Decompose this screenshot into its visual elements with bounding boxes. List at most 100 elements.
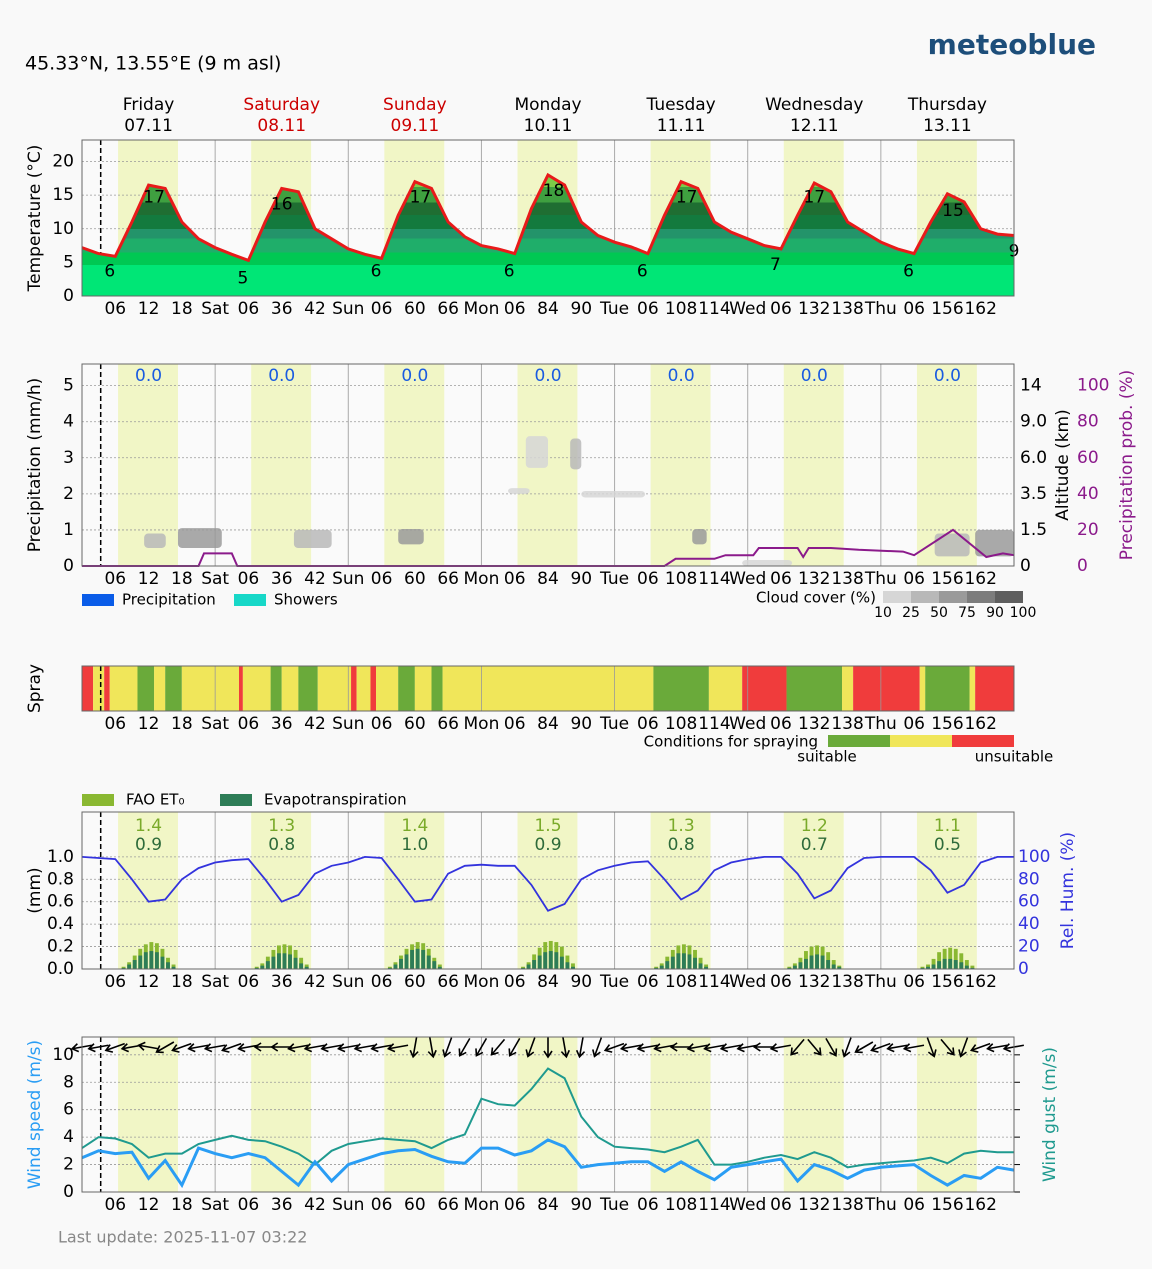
et-bar [171, 966, 176, 969]
x-tick-label: 66 [437, 972, 459, 992]
et-bar [288, 954, 292, 969]
spray-segment [919, 666, 926, 711]
x-tick-label: 06 [504, 1195, 526, 1215]
wind-arrow [736, 1043, 758, 1053]
x-tick-label: 06 [504, 569, 526, 589]
x-tick-label: 60 [404, 569, 426, 589]
x-tick-label: Sun [332, 972, 364, 992]
et-bar [127, 964, 132, 969]
x-tick-label: 138 [831, 569, 863, 589]
y-tick-label: 1.0 [47, 847, 74, 867]
legend-label: FAO ET₀ [126, 791, 184, 809]
temperature-area [82, 175, 1014, 296]
x-tick-label: 108 [665, 569, 697, 589]
spray-segment [104, 666, 110, 711]
cloud-legend-title: Cloud cover (%) [756, 589, 876, 607]
et-bar [571, 966, 575, 969]
et-bar [532, 960, 537, 969]
wind-arrow [940, 1038, 955, 1056]
x-tick-label: 138 [831, 299, 863, 319]
et-bar [271, 956, 276, 969]
daylight-band [118, 1037, 178, 1192]
wind-arrow [669, 1042, 692, 1052]
wind-arrow [221, 1042, 242, 1053]
x-tick-label: 36 [271, 299, 293, 319]
x-tick-label: 06 [770, 1195, 792, 1215]
cloud-legend-label: 100 [1010, 605, 1037, 621]
y2-tick-label: 20 [1018, 937, 1040, 957]
x-tick-label: 60 [404, 1195, 426, 1215]
y3-tick-label: 60 [1077, 448, 1099, 468]
x-tick-label: 162 [964, 569, 996, 589]
et0-sum: 1.3 [668, 816, 695, 836]
et0-sum: 1.4 [135, 816, 162, 836]
et-sum: 0.7 [801, 835, 828, 855]
x-tick-label: 36 [271, 569, 293, 589]
x-tick-label: 42 [304, 299, 326, 319]
et-bar [299, 963, 304, 969]
x-tick-label: 06 [637, 299, 659, 319]
wind-speed-line [81, 1138, 1015, 1189]
et-bar [138, 955, 143, 969]
et-bar [654, 966, 659, 969]
x-tick-label: 132 [798, 714, 830, 734]
spray-legend-swatch [828, 735, 890, 747]
x-tick-label: 60 [404, 972, 426, 992]
et-bar [964, 965, 969, 969]
wind-arrow [458, 1037, 471, 1057]
spray-segment [376, 666, 399, 711]
x-tick-label: 06 [903, 714, 925, 734]
et-bar [121, 966, 126, 969]
et-bar [149, 951, 154, 969]
et-bar [920, 966, 925, 969]
spray-segment [431, 666, 443, 711]
x-tick-label: 12 [138, 299, 160, 319]
spray-segment [154, 666, 166, 711]
cloud [975, 529, 1014, 557]
y-tick-label: 8 [63, 1072, 74, 1092]
x-tick-label: 06 [504, 299, 526, 319]
x-tick-label: 06 [104, 714, 126, 734]
wind-arrow [870, 1042, 891, 1053]
et-bar [399, 958, 403, 969]
y3-tick-label: 40 [1077, 484, 1099, 504]
daylight-band [650, 1037, 711, 1192]
et-bar [132, 960, 137, 969]
x-tick-label: Wed [729, 714, 766, 734]
spray-segment [925, 666, 970, 711]
legend-swatch [234, 594, 266, 606]
day-name: Wednesday [765, 95, 863, 115]
daylight-band [783, 1037, 844, 1192]
x-tick-label: 84 [537, 714, 559, 734]
et-bar [937, 961, 942, 969]
y2-tick-label: 100 [1018, 847, 1050, 867]
et-bar [831, 964, 836, 969]
x-tick-label: Mon [464, 1195, 500, 1215]
plot-border [81, 139, 1015, 297]
x-tick-label: 06 [637, 1195, 659, 1215]
wind-arrow [958, 1037, 969, 1058]
et-bar [926, 966, 930, 969]
et-bar [121, 967, 126, 969]
et0-sum: 1.3 [268, 816, 295, 836]
x-tick-label: 12 [138, 714, 160, 734]
y2-tick-label: 14 [1020, 376, 1042, 396]
x-tick-label: 06 [104, 299, 126, 319]
et-bar [959, 962, 964, 969]
spray-segment [82, 666, 94, 711]
legend-swatch [82, 594, 114, 606]
y-tick-label: 4 [63, 412, 74, 432]
plot-border [81, 811, 1015, 970]
et-bar [698, 963, 703, 969]
x-tick-label: 06 [371, 1195, 393, 1215]
wind-arrow [769, 1043, 791, 1053]
extreme-label: 18 [543, 181, 565, 201]
et0-sum: 1.4 [401, 816, 428, 836]
day-date: 08.11 [257, 116, 306, 136]
et-bar [792, 965, 797, 969]
et-bar [387, 967, 392, 969]
x-tick-label: 114 [698, 1195, 730, 1215]
daylight-band [783, 364, 844, 566]
et-bar [521, 966, 525, 969]
x-tick-label: 108 [665, 1195, 697, 1215]
